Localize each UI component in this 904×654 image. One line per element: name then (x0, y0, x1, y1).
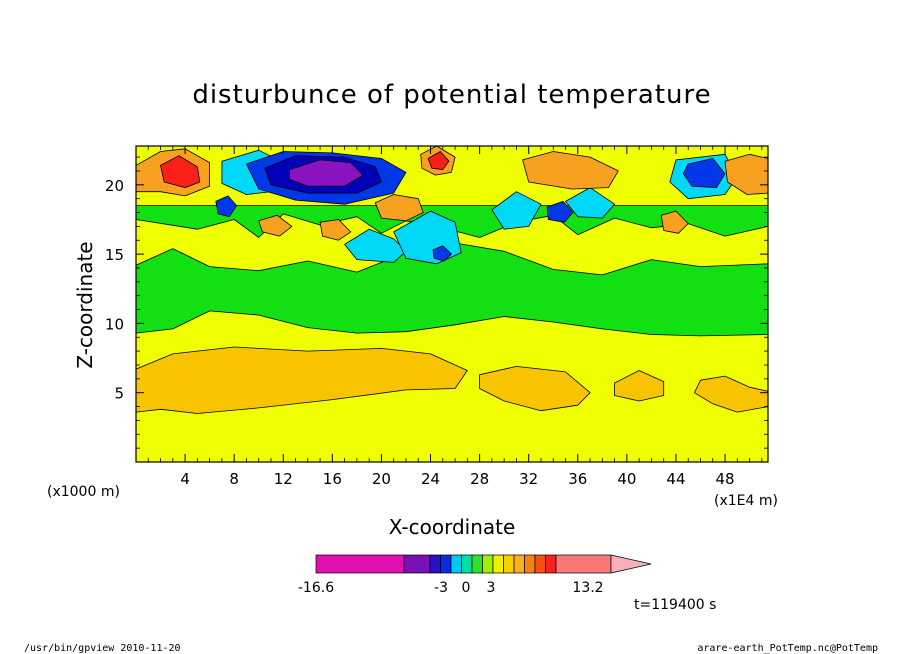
x-tick-label: 24 (421, 470, 440, 488)
contour-region-orange-right-1 (522, 151, 619, 190)
colorbar-swatch (513, 554, 525, 574)
x-tick-label: 44 (666, 470, 685, 488)
colorbar-swatch (492, 554, 504, 574)
contour-region-lower-orange-band (136, 346, 468, 414)
colorbar-swatch (471, 554, 483, 574)
x-tick-label: 48 (716, 470, 735, 488)
colorbar-swatch (555, 554, 612, 574)
contour-region-red-left-core (160, 155, 201, 189)
x-tick-label: 40 (617, 470, 636, 488)
contour-region-orange-right-2 (724, 153, 768, 195)
colorbar-center-label-2: 3 (487, 580, 496, 596)
footer-right: arare-earth_PotTemp.nc@PotTemp (697, 643, 878, 654)
contour-region-blue-c (682, 158, 726, 189)
colorbar-center-label-0: -3 (434, 580, 448, 596)
chart-title: disturbunce of potential temperature (192, 80, 711, 110)
x-axis: 4 8 12 16 20 24 28 32 36 40 44 48 (147, 146, 763, 488)
colorbar-swatch (545, 554, 557, 574)
colorbar-swatch (429, 554, 441, 574)
colorbar-swatch (482, 554, 494, 574)
time-label: t=119400 s (634, 597, 716, 613)
footer-left: /usr/bin/gpview 2010-11-20 (24, 643, 181, 654)
colorbar (315, 554, 652, 574)
x-tick-label: 16 (323, 470, 342, 488)
colorbar-swatch (403, 554, 431, 574)
contour-region-red-mid-core (427, 151, 450, 171)
contour-region-blue-small-c (215, 195, 238, 218)
y-tick-label: 20 (105, 177, 124, 195)
x-unit-label: (x1000 m) (47, 484, 120, 500)
x-axis-label: X-coordinate (389, 515, 516, 539)
x-tick-label: 32 (519, 470, 538, 488)
x-tick-label: 4 (180, 470, 190, 488)
contour-region-lower-orange-patch-d (694, 375, 768, 413)
contour-region-lower-orange-patch-c (614, 370, 665, 402)
colorbar-swatch (534, 554, 546, 574)
colorbar-swatch (524, 554, 536, 574)
x-tick-label: 20 (372, 470, 391, 488)
x-tick-label: 36 (568, 470, 587, 488)
colorbar-swatch (450, 554, 462, 574)
contour-region-lower-orange-patch-b (479, 365, 591, 412)
colorbar-min-label: -16.6 (298, 580, 334, 596)
contour-region-orange-small-c (660, 210, 689, 234)
x-scale-note: (x1E4 m) (714, 493, 778, 509)
x-tick-label: 12 (274, 470, 293, 488)
contour-region-orange-small-a (258, 214, 293, 237)
colorbar-swatch (440, 554, 452, 574)
plot-area (136, 146, 768, 462)
contour-region-cyan-d (565, 187, 615, 219)
colorbar-swatch (503, 554, 515, 574)
colorbar-arrow (610, 554, 652, 574)
x-tick-label: 28 (470, 470, 489, 488)
contour-region-orange-small-b (319, 219, 352, 241)
y-axis-label: Z-coordinate (73, 241, 97, 368)
y-tick-label: 5 (114, 385, 124, 403)
contour-region-blue-small-b (432, 245, 452, 262)
colorbar-swatch (315, 554, 405, 574)
colorbar-swatch (461, 554, 473, 574)
contour-region-cyan-c (491, 191, 542, 230)
colorbar-max-label: 13.2 (572, 580, 603, 596)
x-tick-label: 8 (229, 470, 239, 488)
y-axis: 5 10 15 20 (105, 156, 768, 449)
y-tick-label: 15 (105, 246, 124, 264)
contour-region-purple-core (288, 159, 364, 187)
contour-region-orange-mid-1 (374, 194, 424, 222)
plot-frame (135, 145, 769, 463)
y-tick-label: 10 (105, 315, 124, 333)
contour-region-blue-small-a (546, 200, 574, 223)
colorbar-center-label-1: 0 (462, 580, 471, 596)
